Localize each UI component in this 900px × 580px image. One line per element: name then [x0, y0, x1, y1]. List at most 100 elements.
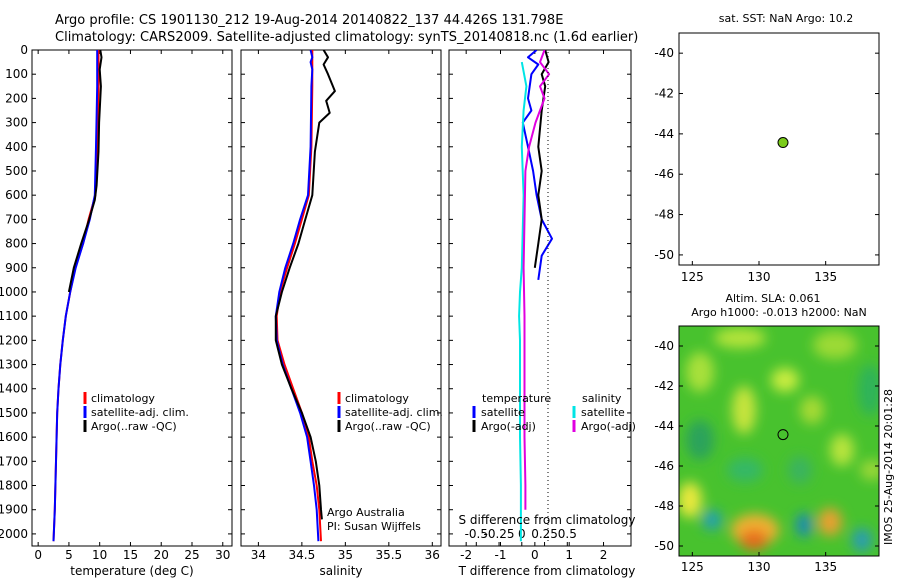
argo-location-marker [777, 137, 789, 149]
depth-tick-label: 500 [5, 164, 28, 178]
map-y-tick-label: -46 [654, 167, 674, 181]
difference-plot-frame [448, 49, 632, 547]
series-line-satellite-adj-clim- [52, 50, 99, 542]
legend-label-satellite: satellite-adj. clim. [91, 406, 189, 419]
x-tick-label: 10 [92, 548, 107, 562]
salinity-series [274, 50, 336, 542]
depth-tick-label: 400 [5, 140, 28, 154]
depth-tick-label: 100 [5, 67, 28, 81]
series-line-satellite [521, 50, 553, 281]
series-line-argo-raw-qc- [67, 50, 103, 293]
x-tick-label: 36 [425, 548, 440, 562]
depth-tick-label: 200 [5, 91, 28, 105]
sla-map-frame [678, 325, 880, 557]
sla-map-title-line2: Argo h1000: -0.013 h2000: NaN [691, 306, 867, 319]
series-line-argo-adj- [533, 50, 550, 268]
difference-series [518, 50, 553, 542]
temperature-plot-frame [31, 49, 233, 547]
x-tick-label: 34.5 [289, 548, 316, 562]
legend-label-temp-satellite: satellite [481, 406, 525, 419]
sst-map-axes: 125 130 135 -40 -42 -44 -46 -48 -50 [654, 46, 879, 284]
x-tick-label: 15 [123, 548, 138, 562]
depth-tick-label: 600 [5, 188, 28, 202]
sst-map-title: sat. SST: NaN Argo: 10.2 [719, 12, 853, 25]
map-x-tick-label: 130 [748, 270, 771, 284]
legend-label-sal-satellite: satellite [581, 406, 625, 419]
depth-tick-label: 1600 [0, 430, 28, 444]
sla-heatmap [679, 326, 879, 556]
x-tick-label: 0 [34, 548, 42, 562]
map-y-tick-label: -40 [654, 339, 674, 353]
depth-tick-label: 700 [5, 212, 28, 226]
depth-tick-label: 300 [5, 116, 28, 130]
temperature-x-axis: 0 5 10 15 20 25 30 [34, 50, 230, 562]
salinity-axis-label: salinity [319, 564, 362, 578]
x-tick-label: -0.25 [484, 527, 515, 541]
legend-label-argo: Argo(..raw -QC) [91, 420, 177, 433]
imos-timestamp: IMOS 25-Aug-2014 20:01:28 [882, 389, 895, 545]
temperature-axis-label: temperature (deg C) [70, 564, 193, 578]
map-y-tick-label: -42 [654, 87, 674, 101]
depth-tick-label: 2000 [0, 527, 28, 541]
s-difference-axis-label: S difference from climatology [459, 513, 636, 527]
map-y-tick-label: -50 [654, 539, 674, 553]
map-y-tick-label: -48 [654, 499, 674, 513]
legend-label-argo: Argo(..raw -QC) [345, 420, 431, 433]
sla-map-axes: 125 130 135 -40 -42 -44 -46 -48 -50 [654, 339, 879, 574]
x-tick-label: 35 [338, 548, 353, 562]
credit-line2: PI: Susan Wijffels [327, 520, 421, 533]
difference-x2-axis: -0.5-0.25 0 0.25 0.5 [465, 527, 577, 546]
map-x-tick-label: 125 [681, 560, 704, 574]
depth-tick-label: 1000 [0, 285, 28, 299]
temperature-legend: climatology satellite-adj. clim. Argo(..… [83, 392, 189, 433]
depth-tick-label: 1900 [0, 503, 28, 517]
map-x-tick-label: 130 [748, 560, 771, 574]
legend-title-salinity: salinity [582, 392, 622, 405]
map-y-tick-label: -42 [654, 379, 674, 393]
depth-axis: 0 100 200 300 400 500 600 700 800 900 1000 1100 1200… [0, 43, 631, 541]
x-tick-label: 0 [531, 548, 539, 562]
salinity-x-axis: 34 34.5 35 35.5 36 [251, 50, 440, 562]
legend-label-climatology: climatology [91, 392, 155, 405]
figure-title-line1: Argo profile: CS 1901130_212 19-Aug-2014… [55, 13, 563, 28]
salinity-plot-frame [240, 49, 442, 547]
series-line-satellite [518, 61, 528, 542]
series-line-argo-raw-qc- [274, 50, 336, 520]
map-y-tick-label: -40 [654, 46, 674, 60]
sla-map-title-line1: Altim. SLA: 0.061 [725, 292, 820, 305]
map-y-tick-label: -44 [654, 127, 674, 141]
difference-legend: temperature salinity satellite Argo(-adj… [472, 392, 636, 433]
depth-tick-label: 1400 [0, 382, 28, 396]
sst-map-marks [777, 137, 789, 149]
legend-label-sal-argo: Argo(-adj) [581, 420, 636, 433]
depth-tick-label: 900 [5, 261, 28, 275]
series-line-climatology [52, 50, 100, 542]
map-y-tick-label: -48 [654, 208, 674, 222]
map-y-tick-label: -46 [654, 459, 674, 473]
depth-tick-label: 1300 [0, 358, 28, 372]
x-tick-label: 0.5 [558, 527, 577, 541]
legend-label-satellite: satellite-adj. clim. [345, 406, 443, 419]
temperature-series [52, 50, 103, 542]
legend-label-climatology: climatology [345, 392, 409, 405]
series-line-satellite-adj-clim- [274, 50, 320, 542]
x-tick-label: 2 [600, 548, 608, 562]
credit-line1: Argo Australia [327, 506, 405, 519]
salinity-legend: climatology satellite-adj. clim. Argo(..… [337, 392, 443, 433]
x-tick-label: 34 [251, 548, 266, 562]
figure-title-line2: Climatology: CARS2009. Satellite-adjuste… [55, 30, 638, 45]
depth-tick-label: 1200 [0, 333, 28, 347]
depth-tick-label: 1700 [0, 454, 28, 468]
sst-map-frame [678, 32, 880, 266]
map-x-tick-label: 125 [681, 270, 704, 284]
map-y-tick-label: -44 [654, 419, 674, 433]
difference-x-axis: -2 -1 0 1 2 [460, 50, 607, 562]
series-line-climatology [275, 50, 322, 542]
map-y-tick-label: -50 [654, 248, 674, 262]
x-tick-label: 5 [65, 548, 73, 562]
x-tick-label: 35.5 [375, 548, 402, 562]
depth-tick-label: 1800 [0, 479, 28, 493]
x-tick-label: -2 [460, 548, 472, 562]
depth-tick-label: 800 [5, 237, 28, 251]
